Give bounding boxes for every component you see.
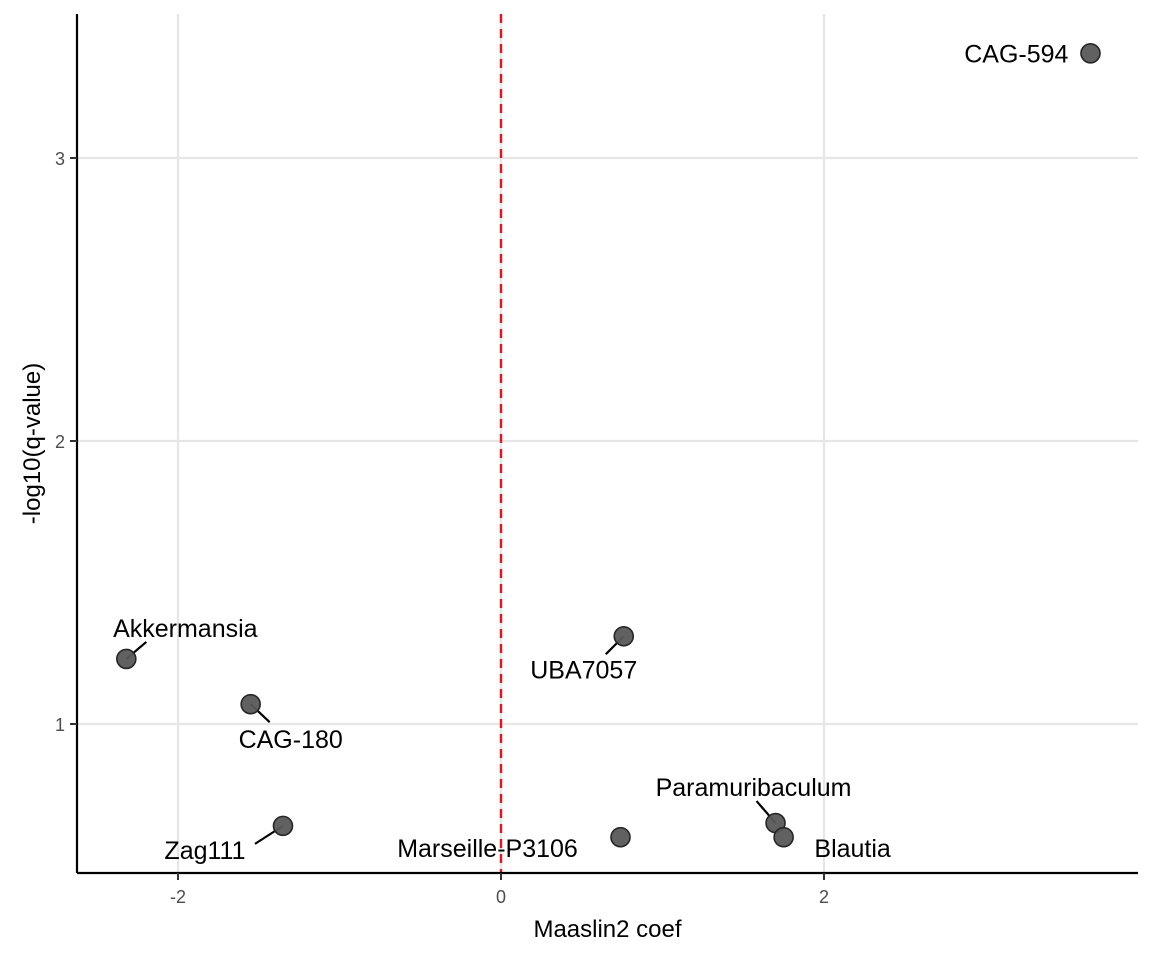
point-label: Marseille-P3106 xyxy=(397,835,578,863)
x-tick-label: 0 xyxy=(496,887,506,907)
data-point xyxy=(773,826,794,848)
points-layer xyxy=(116,42,1101,848)
grid-lines xyxy=(77,14,1138,873)
data-point xyxy=(272,815,294,837)
point-label: CAG-594 xyxy=(964,40,1068,68)
data-point xyxy=(613,625,635,647)
y-tick-label: 1 xyxy=(55,715,65,735)
y-tick-label: 2 xyxy=(55,432,65,452)
point-label: CAG-180 xyxy=(239,726,343,754)
point-label: Zag111 xyxy=(164,837,245,865)
point-labels-layer: CAG-594 UBA7057 Akkermansia CAG-180 Zag111 Ma… xyxy=(113,40,1068,865)
axes: -2 0 2 1 2 3 xyxy=(55,14,1138,907)
data-point xyxy=(240,693,261,715)
point-label: Paramuribaculum xyxy=(656,774,852,802)
x-tick-label: -2 xyxy=(170,887,186,907)
data-point xyxy=(1080,42,1101,64)
point-label: Akkermansia xyxy=(113,615,258,643)
point-label: Blautia xyxy=(814,835,891,863)
data-point xyxy=(116,648,137,670)
data-point xyxy=(610,826,631,848)
y-axis-title: -log10(q-value) xyxy=(19,363,46,524)
x-tick-label: 2 xyxy=(819,887,829,907)
x-axis-title: Maaslin2 coef xyxy=(533,916,681,943)
y-tick-label: 3 xyxy=(55,149,65,169)
label-connector-layer xyxy=(125,635,777,845)
point-label: UBA7057 xyxy=(530,656,637,684)
